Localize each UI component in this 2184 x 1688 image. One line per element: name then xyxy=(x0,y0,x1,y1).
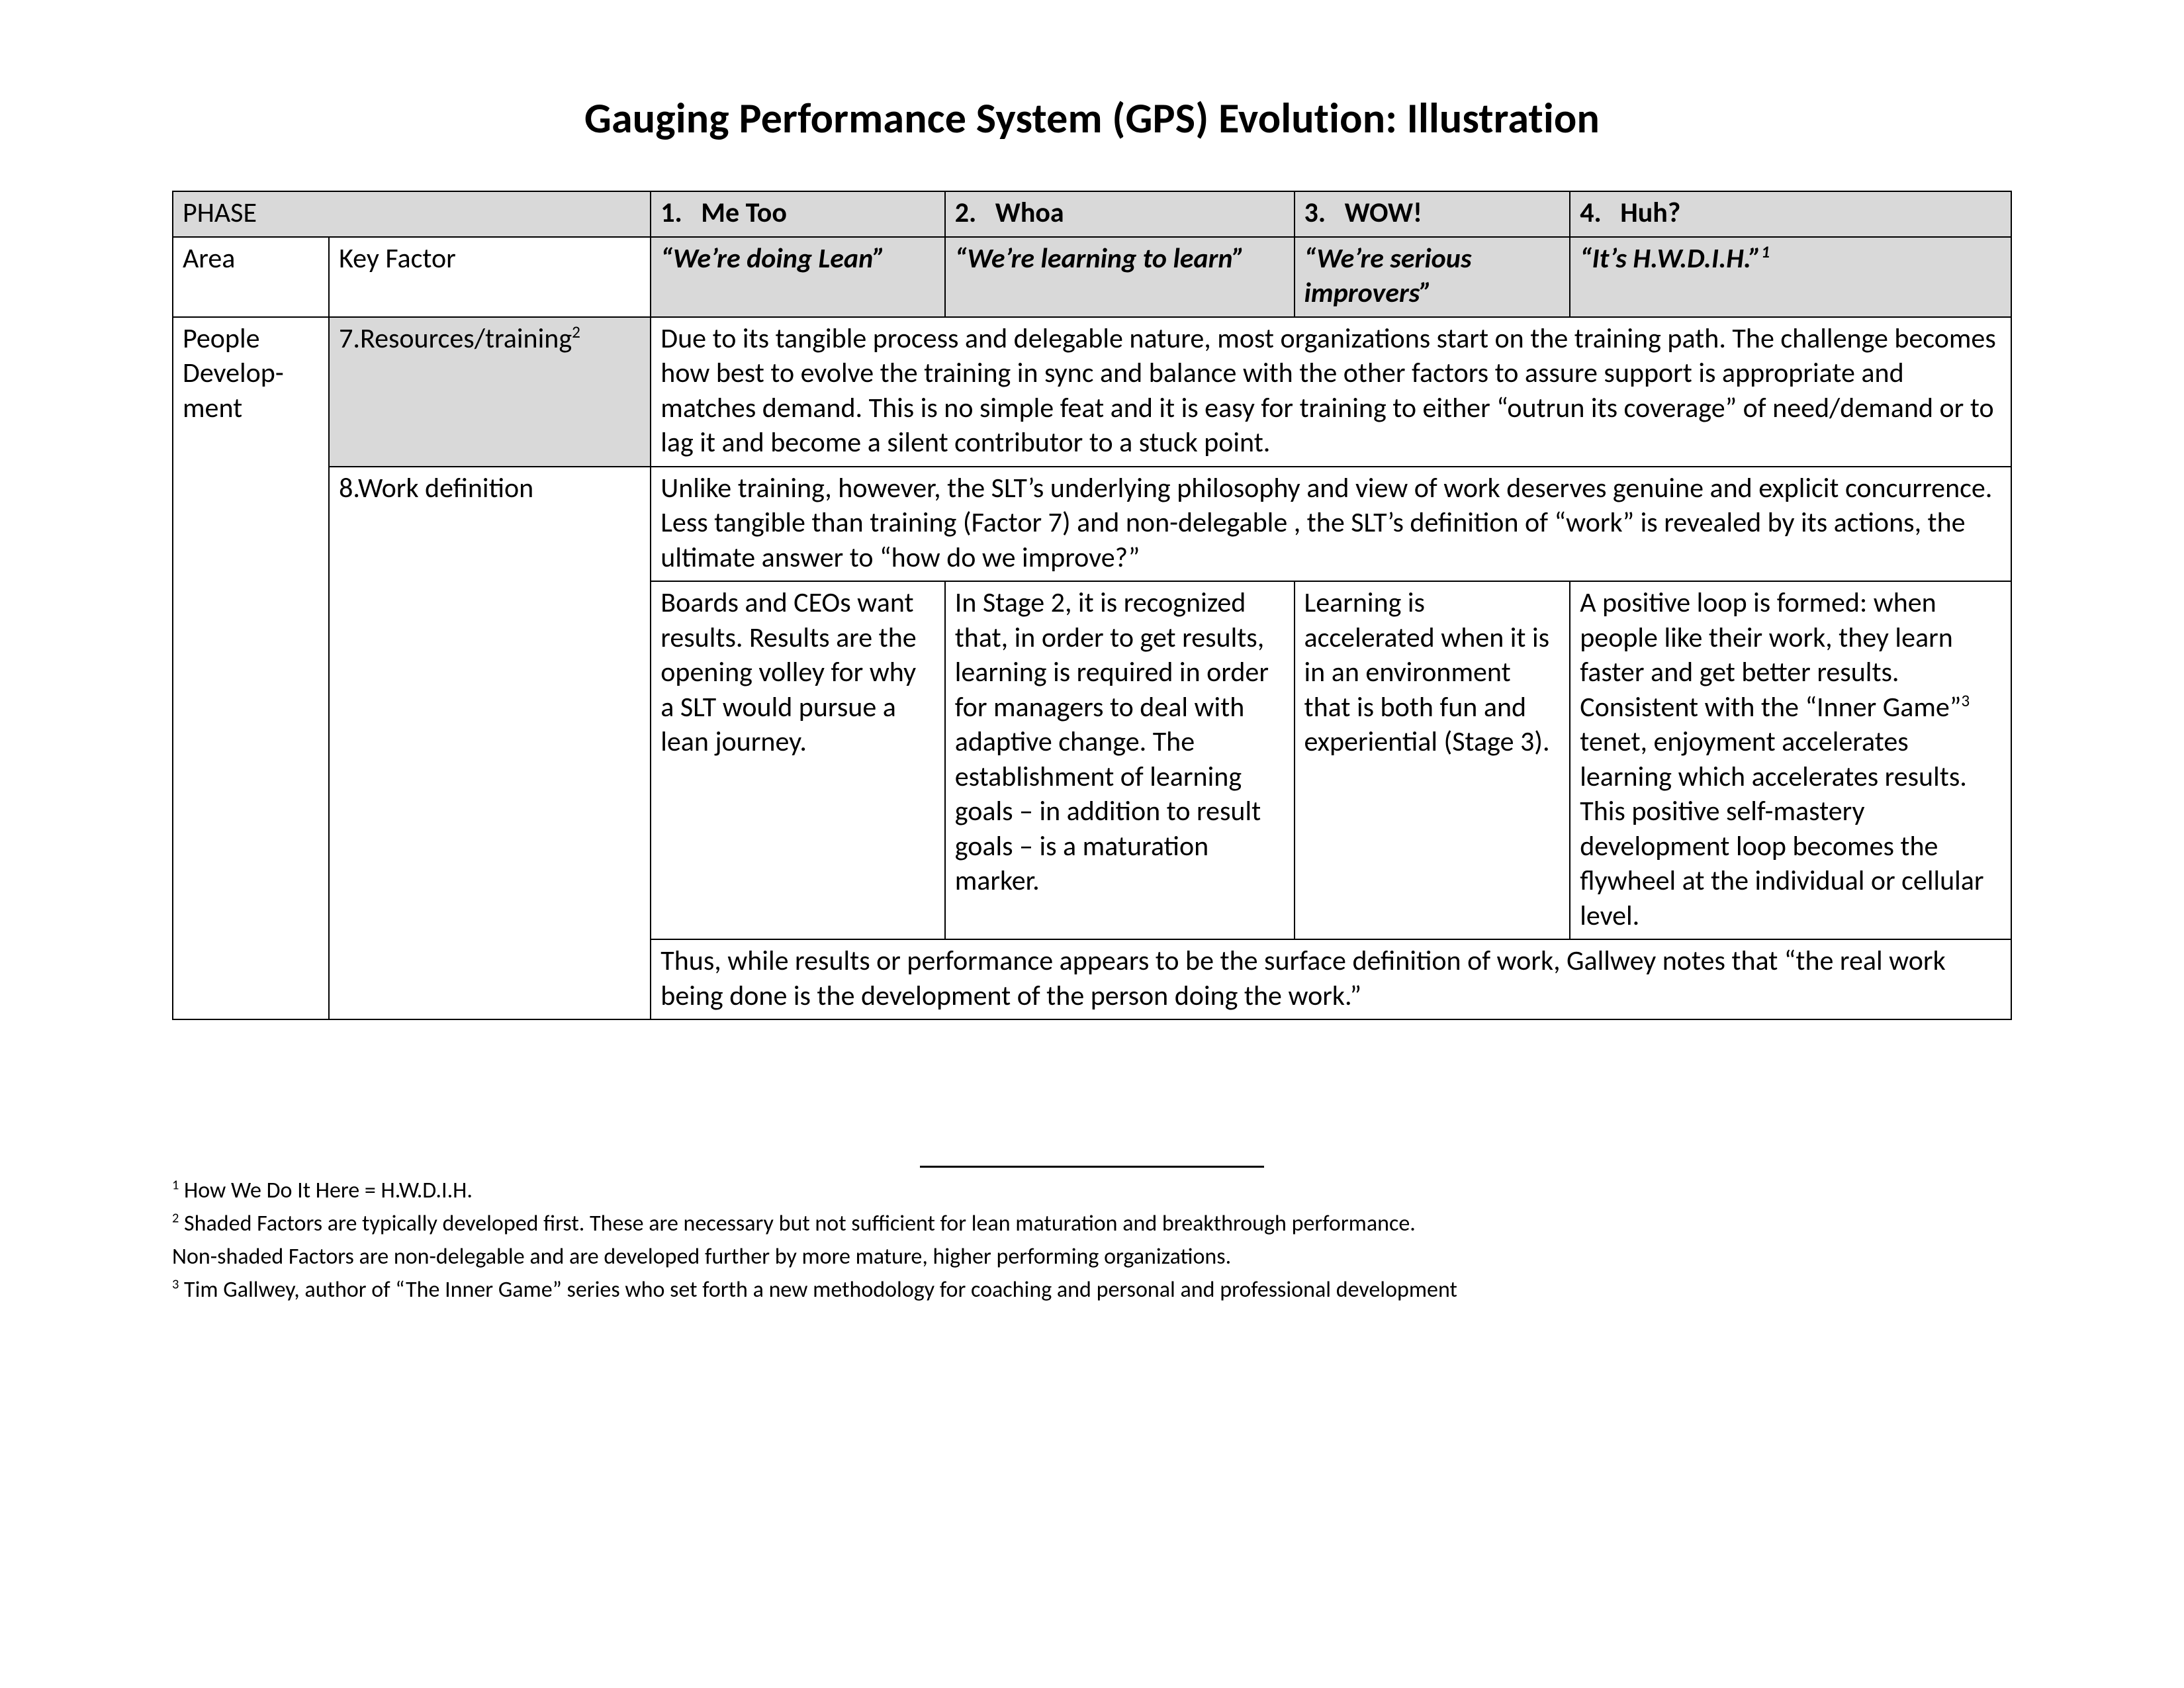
phase-2-name: Whoa xyxy=(995,196,1064,230)
factor-8-col-4-post: tenet, enjoyment accelerates learning wh… xyxy=(1580,725,1983,933)
phase-2-sub-text: “We’re learning to learn” xyxy=(955,242,1245,275)
phase-2-header: 2. Whoa xyxy=(945,191,1295,237)
factor-8-cell: 8.Work definition xyxy=(329,467,651,1020)
phase-3-num: 3. xyxy=(1304,196,1326,230)
phase-1-sub-text: “We’re doing Lean” xyxy=(660,242,885,275)
table-row-factor-8-intro: 8.Work definition Unlike training, howev… xyxy=(173,467,2011,582)
key-factor-header: Key Factor xyxy=(329,237,651,317)
footnote-3-text: Tim Gallwey, author of “The Inner Game” … xyxy=(179,1276,1457,1303)
factor-8-intro-span: Unlike training, however, the SLT’s unde… xyxy=(651,467,2011,582)
phase-3-sub: “We’re serious improvers” xyxy=(1295,237,1570,317)
factor-8-closing-span: Thus, while results or performance appea… xyxy=(651,939,2011,1019)
phase-2-sub: “We’re learning to learn” xyxy=(945,237,1295,317)
factor-8-col-3: Learning is accelerated when it is in an… xyxy=(1295,581,1570,939)
phase-4-sub-sup: 1 xyxy=(1761,242,1770,262)
footnote-3-sup: 3 xyxy=(172,1276,179,1292)
footnotes: 1 How We Do It Here = H.W.D.I.H. 2 Shade… xyxy=(172,1176,2012,1305)
phase-1-header: 1. Me Too xyxy=(651,191,944,237)
phase-3-header: 3. WOW! xyxy=(1295,191,1570,237)
phase-label: PHASE xyxy=(183,196,257,230)
table-header-row-1: PHASE 1. Me Too 2. Whoa 3. WOW! 4. Huh? xyxy=(173,191,2011,237)
factor-8-col-2: In Stage 2, it is recognized that, in or… xyxy=(945,581,1295,939)
footnote-1-sup: 1 xyxy=(172,1178,179,1194)
phase-2-num: 2. xyxy=(955,196,977,230)
phase-4-header: 4. Huh? xyxy=(1570,191,2011,237)
table-row-factor-7: People Develop-ment 7.Resources/training… xyxy=(173,317,2011,467)
footnote-2a-text: Shaded Factors are typically developed f… xyxy=(179,1210,1416,1237)
footnote-2a: 2 Shaded Factors are typically developed… xyxy=(172,1209,2012,1239)
factor-8-col-4-pre: A positive loop is formed: when people l… xyxy=(1580,586,1961,724)
phase-4-num: 4. xyxy=(1580,196,1602,230)
factor-8-col-4-sup: 3 xyxy=(1961,690,1970,711)
footnote-2a-sup: 2 xyxy=(172,1211,179,1227)
factor-8-col-4: A positive loop is formed: when people l… xyxy=(1570,581,2011,939)
phase-1-num: 1. xyxy=(660,196,682,230)
phase-1-name: Me Too xyxy=(701,196,787,230)
footnote-1: 1 How We Do It Here = H.W.D.I.H. xyxy=(172,1176,2012,1206)
factor-8-col-1: Boards and CEOs want results. Results ar… xyxy=(651,581,944,939)
table-header-row-2: Area Key Factor “We’re doing Lean” “We’r… xyxy=(173,237,2011,317)
document-page: Gauging Performance System (GPS) Evoluti… xyxy=(0,0,2184,1387)
factor-7-sup: 2 xyxy=(572,322,580,342)
phase-1-sub: “We’re doing Lean” xyxy=(651,237,944,317)
footnote-3: 3 Tim Gallwey, author of “The Inner Game… xyxy=(172,1275,2012,1305)
page-title: Gauging Performance System (GPS) Evoluti… xyxy=(172,93,2012,144)
factor-7-span-text: Due to its tangible process and delegabl… xyxy=(651,317,2011,467)
phase-4-sub-text: “It’s H.W.D.I.H.”1 xyxy=(1580,242,1770,275)
area-header: Area xyxy=(173,237,329,317)
phase-4-name: Huh? xyxy=(1620,196,1680,230)
gps-table: PHASE 1. Me Too 2. Whoa 3. WOW! 4. Huh? … xyxy=(172,191,2012,1020)
phase-4-sub: “It’s H.W.D.I.H.”1 xyxy=(1570,237,2011,317)
footnote-1-text: How We Do It Here = H.W.D.I.H. xyxy=(179,1177,473,1204)
footnote-rule xyxy=(920,1166,1264,1168)
phase-4-sub-pre: “It’s H.W.D.I.H.” xyxy=(1580,242,1761,275)
phase-3-name: WOW! xyxy=(1345,196,1422,230)
footnote-2b: Non-shaded Factors are non-delegable and… xyxy=(172,1242,2012,1272)
phase-3-sub-text: “We’re serious improvers” xyxy=(1304,242,1472,310)
factor-7-label: 7.Resources/training xyxy=(339,322,572,355)
phase-label-cell: PHASE xyxy=(173,191,651,237)
area-cell: People Develop-ment xyxy=(173,317,329,1020)
factor-7-cell: 7.Resources/training2 xyxy=(329,317,651,467)
